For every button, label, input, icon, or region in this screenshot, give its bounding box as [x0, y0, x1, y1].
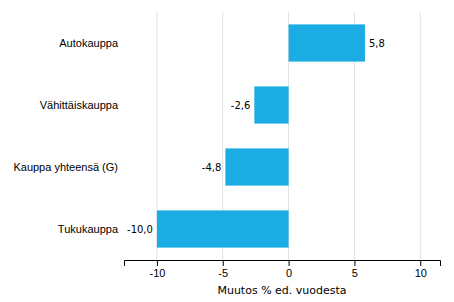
- bars: [157, 24, 365, 247]
- x-tick: 5: [352, 260, 358, 279]
- y-axis: Tukukauppa Kauppa yhteensä (G) Vähittäiska…: [13, 37, 124, 235]
- y-tick-label: Tukukauppa: [58, 223, 119, 235]
- x-tick-mark: [157, 260, 158, 266]
- x-tick: 0: [286, 260, 292, 279]
- x-axis: -10 -5 0 5 10: [125, 260, 441, 279]
- x-axis-title: Muutos % ed. vuodesta: [217, 284, 346, 297]
- x-tick-mark: [354, 260, 355, 266]
- y-tick: Kauppa yhteensä (G): [13, 161, 124, 173]
- x-tick: 10: [415, 260, 427, 279]
- data-label: 5,8: [369, 38, 385, 49]
- x-tick-label: 5: [352, 267, 358, 279]
- x-tick-mark: [420, 260, 421, 266]
- data-labels: -10,0 -4,8 -2,6 5,8: [127, 38, 385, 235]
- y-tick: Autokauppa: [59, 37, 124, 49]
- bar: [289, 24, 365, 61]
- plot: -10 -5 0 5 10 Tukukauppa Kauppa yhteensä (G) Vä…: [13, 12, 440, 297]
- data-label: -10,0: [127, 224, 153, 235]
- x-tick-mark: [289, 260, 290, 266]
- x-tick: -10: [149, 260, 165, 279]
- x-tick-label: -5: [218, 267, 228, 279]
- data-label: -4,8: [202, 162, 222, 173]
- bar: [225, 148, 288, 185]
- y-tick-label: Kauppa yhteensä (G): [13, 161, 118, 173]
- x-tick-label: 10: [415, 267, 427, 279]
- bar: [157, 210, 289, 247]
- x-axis-line: [125, 261, 441, 267]
- y-tick-label: Vähittäiskauppa: [40, 99, 119, 111]
- y-tick-label: Autokauppa: [59, 37, 119, 49]
- x-tick-label: 0: [286, 267, 292, 279]
- grid-line: [420, 12, 421, 260]
- bar: [254, 86, 288, 123]
- x-tick-label: -10: [149, 267, 165, 279]
- chart: -10 -5 0 5 10 Tukukauppa Kauppa yhteensä (G) Vä…: [0, 0, 454, 302]
- x-tick: -5: [218, 260, 228, 279]
- y-tick: Tukukauppa: [58, 223, 124, 235]
- x-tick-mark: [223, 260, 224, 266]
- data-label: -2,6: [231, 100, 251, 111]
- y-tick: Vähittäiskauppa: [40, 99, 124, 111]
- grid: [157, 12, 420, 260]
